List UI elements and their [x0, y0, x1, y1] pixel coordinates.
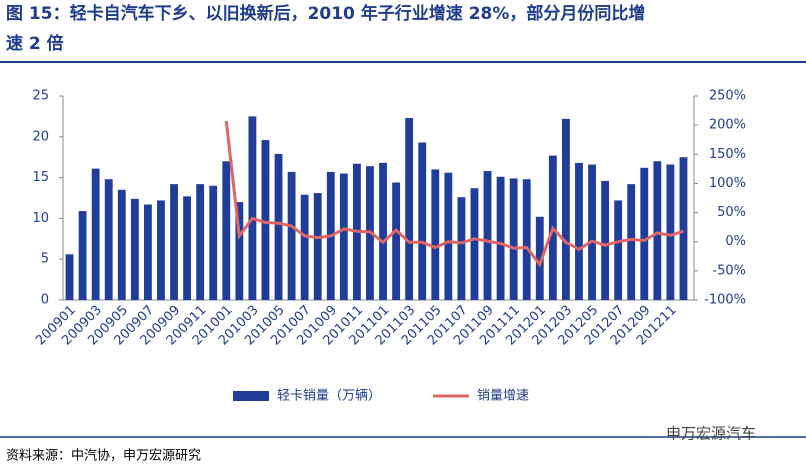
bar: [379, 162, 387, 300]
bar: [405, 118, 414, 300]
bar: [561, 118, 570, 301]
y-tick-label: 5: [41, 252, 49, 267]
bar: [509, 178, 518, 300]
bar: [261, 140, 270, 300]
bar: [627, 184, 636, 300]
bar: [575, 162, 583, 300]
bar: [679, 157, 688, 300]
source: 资料来源：中汽协，申万宏源研究: [6, 449, 201, 464]
bar: [170, 184, 178, 300]
y2-tick-label: -100%: [704, 293, 746, 308]
bar: [196, 184, 205, 300]
bar: [653, 161, 662, 300]
y-tick-label: 10: [32, 211, 49, 226]
y-tick-label: 0: [41, 293, 49, 308]
bar: [104, 179, 113, 300]
bar: [483, 171, 492, 300]
bar: [470, 188, 479, 300]
y2-tick-label: 100%: [709, 176, 746, 191]
y2-tick-label: 200%: [709, 118, 746, 133]
y-tick-label: 15: [32, 170, 49, 185]
bar: [666, 164, 675, 300]
watermark: 申万宏源汽车: [666, 425, 756, 443]
bar: [300, 194, 309, 300]
legend-label: 销量增速: [477, 389, 529, 404]
bar: [65, 254, 74, 300]
bar: [157, 200, 165, 300]
bar: [117, 189, 126, 300]
bar: [183, 196, 192, 300]
y2-tick-label: 0%: [725, 234, 746, 249]
bar: [601, 180, 610, 300]
y2-tick-label: -50%: [712, 263, 746, 278]
bar: [209, 185, 218, 300]
bar: [431, 169, 440, 300]
bar: [287, 171, 296, 300]
bar: [248, 116, 257, 301]
y-tick-label: 20: [32, 129, 49, 144]
bar: [143, 204, 152, 300]
y2-tick-label: 250%: [709, 89, 746, 104]
bar: [522, 179, 531, 300]
bar: [640, 167, 649, 300]
bar: [392, 182, 401, 300]
y2-tick-label: 150%: [709, 147, 746, 162]
bar: [78, 211, 87, 300]
bar: [235, 202, 244, 300]
bar: [130, 198, 139, 300]
bar: [418, 142, 427, 300]
chart-title: 图 15：轻卡自汽车下乡、以旧换新后，2010 年子行业增速 28%，部分月份同…: [6, 3, 645, 24]
bar: [614, 200, 623, 300]
bar: [535, 216, 544, 300]
bar: [274, 153, 283, 300]
bar: [91, 168, 100, 300]
chart-title: 速 2 倍: [6, 33, 64, 54]
legend-swatch: [233, 391, 269, 401]
bar: [444, 172, 453, 300]
bar: [222, 161, 231, 300]
bar: [313, 193, 322, 300]
line: [224, 120, 684, 268]
bar: [339, 173, 348, 300]
y2-tick-label: 50%: [717, 205, 746, 220]
legend-label: 轻卡销量（万辆）: [277, 389, 381, 404]
y-tick-label: 25: [32, 89, 49, 104]
bar: [496, 176, 505, 300]
bar: [588, 164, 596, 300]
bar: [457, 197, 466, 300]
